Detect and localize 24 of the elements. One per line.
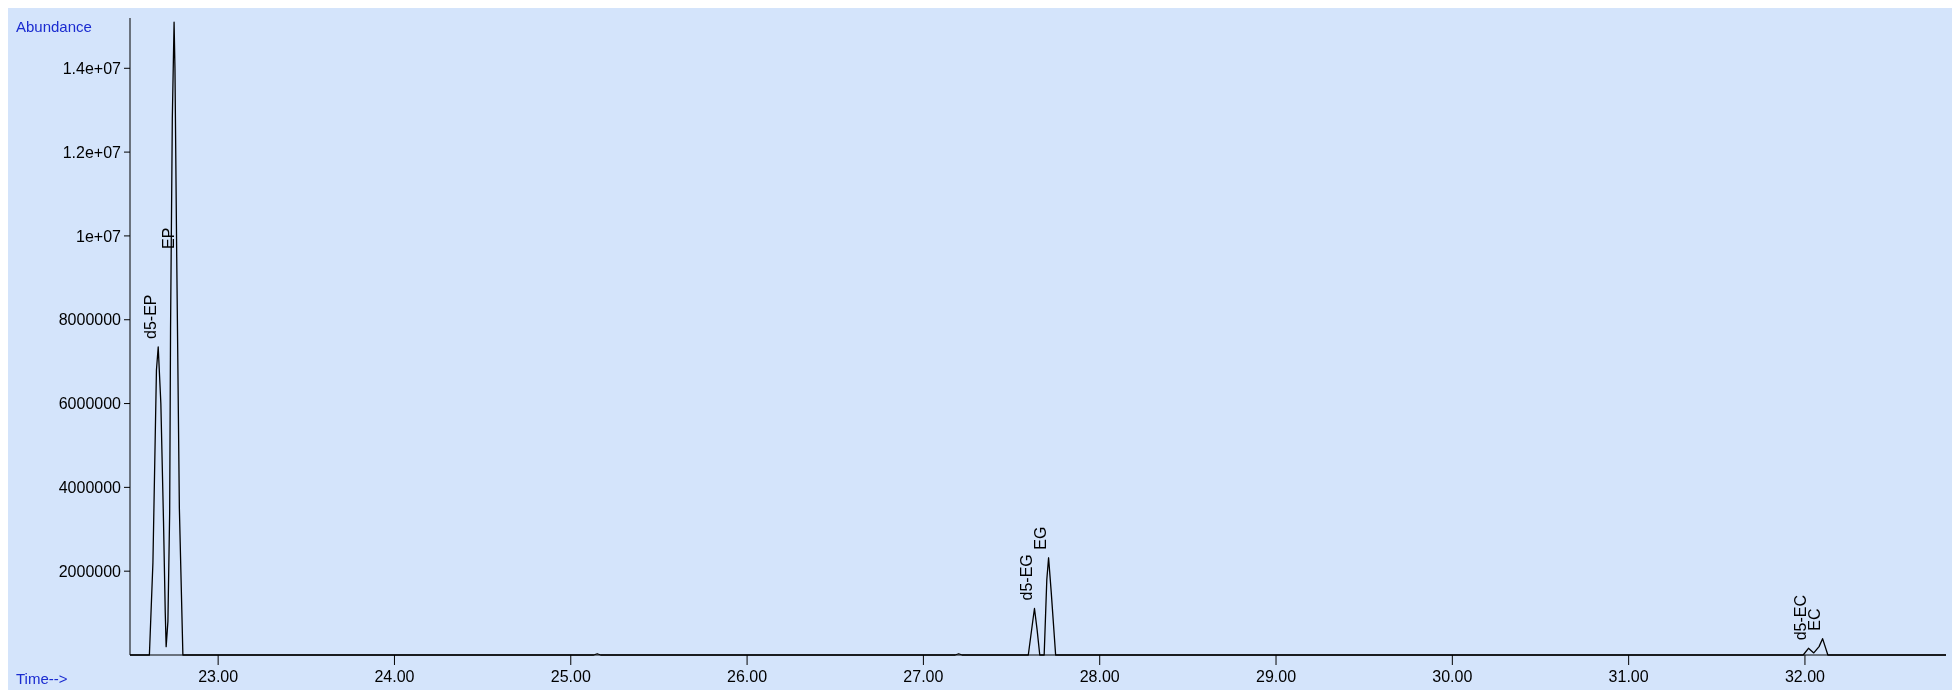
x-tick-label: 31.00 xyxy=(1608,668,1649,685)
y-tick-label: 1.2e+07 xyxy=(62,143,122,161)
y-tick-label: 2000000 xyxy=(58,562,122,580)
x-tick-label: 32.00 xyxy=(1784,668,1826,685)
annotation: d5-EP xyxy=(141,294,159,339)
x-axis-title: Time--> xyxy=(16,670,68,687)
y-tick-label: 1.4e+07 xyxy=(62,59,122,77)
x-tick-label: 24.00 xyxy=(374,668,415,685)
y-tick-label: 4000000 xyxy=(58,478,122,496)
annotation: EG xyxy=(1032,526,1050,550)
y-axis-title: Abundance xyxy=(16,18,92,35)
y-tick-label: 8000000 xyxy=(58,311,122,329)
annotation: d5-EG xyxy=(1018,554,1036,601)
y-tick-label: 6000000 xyxy=(58,395,122,413)
x-tick-label: 27.00 xyxy=(903,668,944,685)
y-tick-label: 1e+07 xyxy=(76,227,122,245)
x-tick-label: 28.00 xyxy=(1079,668,1120,685)
x-tick-label: 29.00 xyxy=(1256,668,1297,685)
x-tick-label: 23.00 xyxy=(198,668,239,685)
x-tick-label: 25.00 xyxy=(550,668,591,685)
x-tick-label: 30.00 xyxy=(1432,668,1473,685)
x-tick-label: 26.00 xyxy=(727,668,768,685)
annotation: EP xyxy=(160,227,178,249)
annotation: EC xyxy=(1806,608,1824,631)
